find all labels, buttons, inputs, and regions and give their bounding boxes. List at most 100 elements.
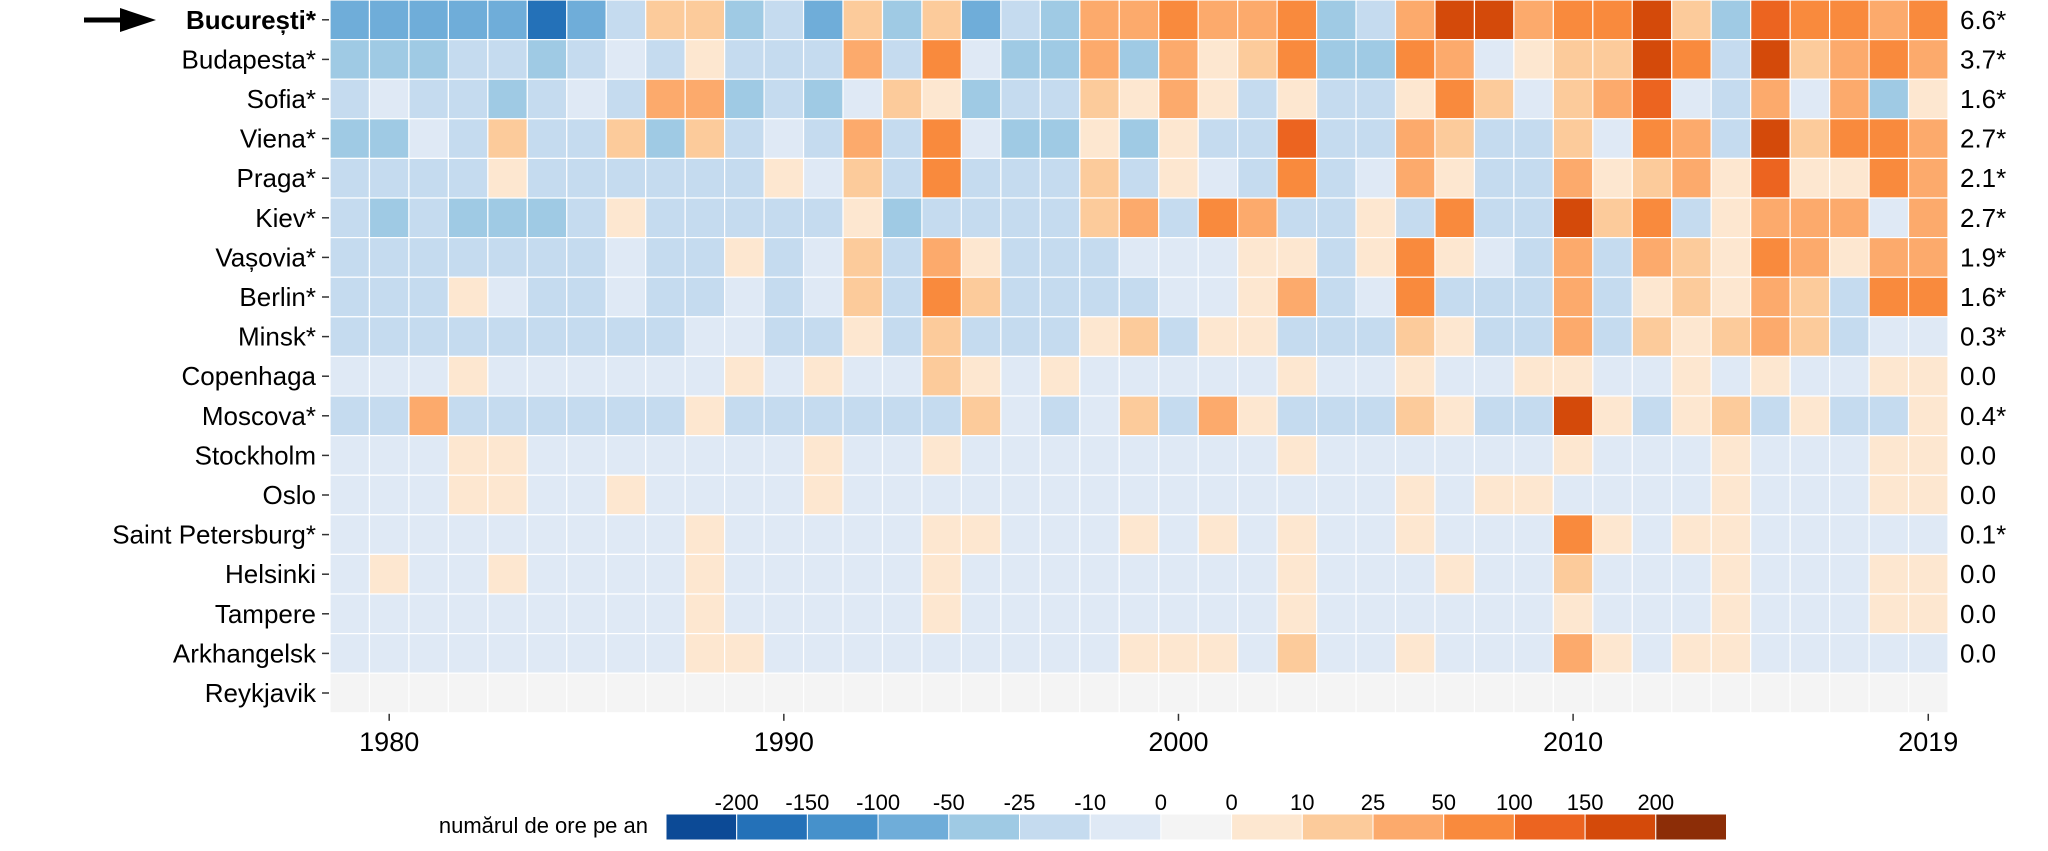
heatmap-cell (1552, 593, 1594, 635)
heatmap-cell (645, 78, 686, 120)
heatmap-cell (1394, 38, 1436, 80)
heatmap-cell (1197, 118, 1239, 160)
heatmap-cell (645, 276, 686, 318)
heatmap-cell (408, 514, 449, 555)
heatmap-cell (684, 118, 726, 160)
heatmap-cell (684, 316, 726, 357)
heatmap-cell (1513, 118, 1554, 160)
heatmap-cell (1868, 78, 1910, 120)
heatmap-cell (1434, 474, 1476, 516)
heatmap-cell (1118, 197, 1160, 239)
trend-label: 0.0 (1960, 440, 1996, 470)
heatmap-cell (1829, 553, 1870, 595)
heatmap-cell (447, 553, 489, 595)
heatmap-cell (645, 355, 686, 397)
heatmap-cell (368, 355, 410, 397)
heatmap-cell (1631, 316, 1673, 357)
heatmap-cell (724, 316, 765, 357)
heatmap-cell (487, 435, 528, 476)
heatmap-cell (1197, 553, 1239, 595)
heatmap-cell (1158, 672, 1199, 714)
legend-swatch (1019, 813, 1091, 841)
heatmap-cell (1789, 553, 1831, 595)
heatmap-cell (1671, 395, 1712, 437)
heatmap-cell (645, 157, 686, 199)
heatmap-cell (1592, 276, 1633, 318)
heatmap-cell (1079, 672, 1120, 714)
heatmap-cell (1355, 435, 1397, 476)
heatmap-cell (1039, 395, 1081, 437)
heatmap-cell (1000, 553, 1041, 595)
heatmap-cell (368, 632, 410, 674)
heatmap-cell (1868, 593, 1910, 635)
city-labels: București* Budapesta* Sofia* Viena* Praga* Ki… (112, 5, 329, 708)
heatmap-cell (1315, 355, 1357, 397)
heatmap-cell (1118, 118, 1160, 160)
city-label: Saint Petersburg* (112, 520, 316, 550)
heatmap-cell (1750, 514, 1791, 555)
heatmap-cell (1868, 157, 1910, 199)
heatmap-cell (1868, 672, 1910, 714)
heatmap-cell (329, 553, 371, 595)
heatmap-cell (1237, 316, 1278, 357)
heatmap-cell (566, 118, 607, 160)
legend-labels: -200 -150 -100 -50 -25 -10 0 0 10 25 50 100 150 200 (715, 790, 1674, 815)
heatmap-cell (1907, 593, 1949, 635)
heatmap-cell (1237, 157, 1278, 199)
heatmap-cell (1197, 197, 1239, 239)
heatmap-cell (329, 632, 371, 674)
heatmap-cell (1118, 276, 1160, 318)
heatmap-cell (724, 197, 765, 239)
trend-label: 1.6* (1960, 84, 2006, 114)
heatmap-cell (724, 593, 765, 635)
heatmap-cell (1079, 632, 1120, 674)
heatmap-cell (763, 395, 805, 437)
heatmap-cell (447, 276, 489, 318)
heatmap-cell (1829, 197, 1870, 239)
heatmap-cell (1710, 237, 1752, 278)
heatmap-cell (1592, 514, 1633, 555)
heatmap-cell (605, 157, 647, 199)
heatmap-cell (368, 118, 410, 160)
heatmap-cell (1631, 0, 1673, 41)
heatmap-cell (1750, 672, 1791, 714)
heatmap-cell (724, 474, 765, 516)
heatmap-cell (447, 38, 489, 80)
heatmap-cell (526, 395, 568, 437)
trend-label: 0.0 (1960, 559, 1996, 589)
heatmap-cell (526, 0, 568, 41)
legend-swatch (1089, 813, 1162, 841)
heatmap-cell (329, 474, 371, 516)
heatmap-cell (1710, 553, 1752, 595)
heatmap-cell (1118, 355, 1160, 397)
heatmap-cell (1000, 593, 1041, 635)
legend-label: -200 (715, 790, 759, 815)
heatmap-cell (802, 38, 844, 80)
heatmap-cell (1079, 474, 1120, 516)
heatmap-cell (724, 118, 765, 160)
heatmap-cell (881, 316, 923, 357)
heatmap-cell (605, 197, 647, 239)
heatmap-cell (1473, 474, 1515, 516)
heatmap-cell (1079, 514, 1120, 555)
heatmap-cell (960, 672, 1002, 714)
heatmap-cell (1513, 237, 1554, 278)
heatmap-cell (368, 237, 410, 278)
heatmap-cell (605, 632, 647, 674)
heatmap-cell (1829, 0, 1870, 41)
heatmap-cell (1473, 632, 1515, 674)
heatmap-cell (1789, 0, 1831, 41)
heatmap-cell (1552, 355, 1594, 397)
heatmap-cell (1434, 157, 1476, 199)
heatmap-cell (1750, 78, 1791, 120)
city-label: Minsk* (238, 322, 316, 352)
heatmap-cell (1394, 632, 1436, 674)
heatmap-cell (1552, 395, 1594, 437)
heatmap-cell (1631, 157, 1673, 199)
heatmap-cell (921, 435, 963, 476)
heatmap-cell (447, 474, 489, 516)
heatmap-cell (645, 0, 686, 41)
heatmap-cell (1158, 593, 1199, 635)
heatmap-cell (1355, 474, 1397, 516)
heatmap-cell (1118, 316, 1160, 357)
